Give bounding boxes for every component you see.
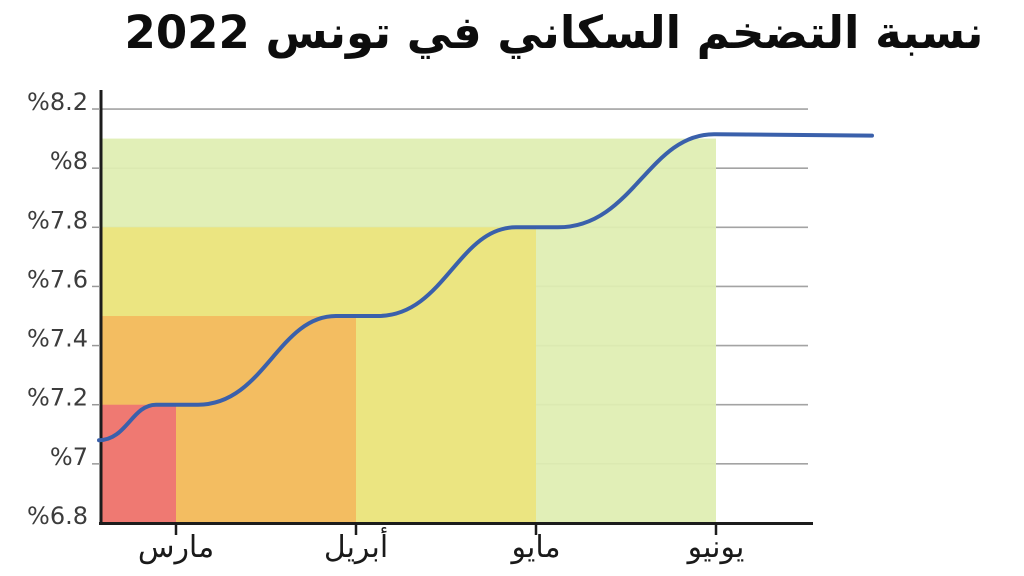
y-tick-label-3: %7.6: [27, 265, 88, 293]
x-tick-label-2: مايو: [509, 530, 560, 565]
y-tick-label-6: %7: [50, 443, 88, 471]
x-tick-label-1: أبريل: [324, 526, 388, 565]
chart-title: نسبة التضخم السكاني في تونس 2022: [124, 6, 985, 59]
y-tick-label-2: %7.8: [27, 206, 88, 234]
x-tick-label-0: مارس: [138, 530, 214, 565]
x-tick-label-3: يونيو: [686, 530, 745, 565]
y-tick-label-0: %8.2: [27, 88, 88, 116]
inflation-line: [97, 132, 874, 443]
y-tick-label-5: %7.2: [27, 384, 88, 412]
y-tick-label-7: %6.8: [27, 502, 88, 530]
highlight-region-1: [100, 404, 176, 523]
y-tick-label-4: %7.4: [27, 325, 88, 353]
y-tick-label-1: %8: [50, 147, 88, 175]
